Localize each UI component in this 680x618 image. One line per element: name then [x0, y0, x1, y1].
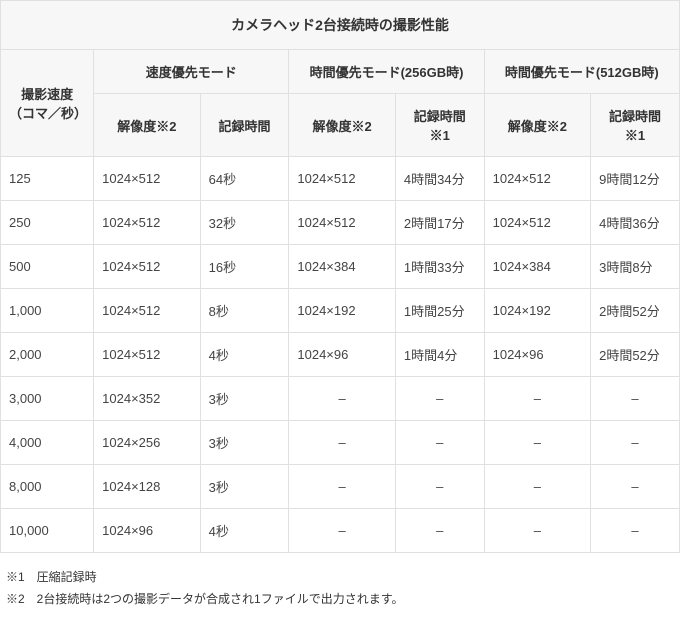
cell-256-res: –	[289, 377, 395, 421]
col-256-res: 解像度※2	[289, 94, 395, 157]
cell-sp-res: 1024×512	[94, 289, 200, 333]
cell-512-res: 1024×192	[484, 289, 590, 333]
cell-256-res: –	[289, 465, 395, 509]
cell-speed: 1,000	[1, 289, 94, 333]
cell-256-time: –	[395, 377, 484, 421]
cell-256-time: –	[395, 421, 484, 465]
cell-512-time: 3時間8分	[591, 245, 680, 289]
cell-256-time: 4時間34分	[395, 157, 484, 201]
table-row: 3,0001024×3523秒––––	[1, 377, 680, 421]
cell-speed: 3,000	[1, 377, 94, 421]
col-512-time: 記録時間※1	[591, 94, 680, 157]
table-row: 2,0001024×5124秒1024×961時間4分1024×962時間52分	[1, 333, 680, 377]
col-group-speed-priority: 速度優先モード	[94, 50, 289, 94]
cell-256-res: 1024×384	[289, 245, 395, 289]
footnote-2: ※2 2台接続時は2つの撮影データが合成され1ファイルで出力されます。	[6, 589, 674, 611]
table-row: 4,0001024×2563秒––––	[1, 421, 680, 465]
cell-512-time: –	[591, 421, 680, 465]
col-256-time: 記録時間※1	[395, 94, 484, 157]
cell-speed: 250	[1, 201, 94, 245]
table-row: 10,0001024×964秒––––	[1, 509, 680, 553]
cell-sp-res: 1024×512	[94, 157, 200, 201]
cell-speed: 2,000	[1, 333, 94, 377]
cell-512-res: 1024×512	[484, 157, 590, 201]
cell-sp-time: 32秒	[200, 201, 289, 245]
table-title: カメラヘッド2台接続時の撮影性能	[1, 1, 680, 50]
cell-256-time: 2時間17分	[395, 201, 484, 245]
cell-sp-time: 4秒	[200, 333, 289, 377]
cell-512-res: –	[484, 421, 590, 465]
table-row: 8,0001024×1283秒––––	[1, 465, 680, 509]
cell-speed: 125	[1, 157, 94, 201]
cell-speed: 8,000	[1, 465, 94, 509]
table-row: 1251024×51264秒1024×5124時間34分1024×5129時間1…	[1, 157, 680, 201]
table-row: 1,0001024×5128秒1024×1921時間25分1024×1922時間…	[1, 289, 680, 333]
cell-512-time: –	[591, 377, 680, 421]
cell-512-res: 1024×512	[484, 201, 590, 245]
col-group-time-512: 時間優先モード(512GB時)	[484, 50, 679, 94]
cell-sp-time: 64秒	[200, 157, 289, 201]
cell-512-res: 1024×384	[484, 245, 590, 289]
cell-speed: 500	[1, 245, 94, 289]
cell-speed: 10,000	[1, 509, 94, 553]
cell-512-time: –	[591, 465, 680, 509]
cell-256-res: 1024×192	[289, 289, 395, 333]
cell-sp-res: 1024×352	[94, 377, 200, 421]
cell-sp-time: 16秒	[200, 245, 289, 289]
cell-sp-res: 1024×256	[94, 421, 200, 465]
cell-512-res: –	[484, 377, 590, 421]
col-sp-res: 解像度※2	[94, 94, 200, 157]
cell-sp-res: 1024×512	[94, 245, 200, 289]
col-512-res: 解像度※2	[484, 94, 590, 157]
cell-256-time: 1時間4分	[395, 333, 484, 377]
table-row: 2501024×51232秒1024×5122時間17分1024×5124時間3…	[1, 201, 680, 245]
cell-256-time: 1時間33分	[395, 245, 484, 289]
footnotes: ※1 圧縮記録時 ※2 2台接続時は2つの撮影データが合成され1ファイルで出力さ…	[0, 553, 680, 618]
cell-512-time: 2時間52分	[591, 333, 680, 377]
cell-sp-res: 1024×512	[94, 201, 200, 245]
footnote-1: ※1 圧縮記録時	[6, 567, 674, 589]
cell-512-time: 4時間36分	[591, 201, 680, 245]
cell-512-time: 9時間12分	[591, 157, 680, 201]
cell-256-res: 1024×96	[289, 333, 395, 377]
spec-table: カメラヘッド2台接続時の撮影性能 撮影速度（コマ／秒） 速度優先モード 時間優先…	[0, 0, 680, 553]
cell-256-res: –	[289, 509, 395, 553]
cell-512-res: –	[484, 465, 590, 509]
cell-256-time: –	[395, 509, 484, 553]
spec-table-container: カメラヘッド2台接続時の撮影性能 撮影速度（コマ／秒） 速度優先モード 時間優先…	[0, 0, 680, 618]
col-speed: 撮影速度（コマ／秒）	[1, 50, 94, 157]
col-group-time-256: 時間優先モード(256GB時)	[289, 50, 484, 94]
cell-sp-res: 1024×512	[94, 333, 200, 377]
cell-sp-res: 1024×96	[94, 509, 200, 553]
cell-512-time: 2時間52分	[591, 289, 680, 333]
table-row: 5001024×51216秒1024×3841時間33分1024×3843時間8…	[1, 245, 680, 289]
cell-256-res: 1024×512	[289, 201, 395, 245]
cell-sp-time: 3秒	[200, 421, 289, 465]
cell-512-res: –	[484, 509, 590, 553]
cell-sp-time: 4秒	[200, 509, 289, 553]
cell-256-time: –	[395, 465, 484, 509]
cell-256-res: –	[289, 421, 395, 465]
cell-256-res: 1024×512	[289, 157, 395, 201]
col-sp-time: 記録時間	[200, 94, 289, 157]
table-body: 1251024×51264秒1024×5124時間34分1024×5129時間1…	[1, 157, 680, 553]
cell-512-res: 1024×96	[484, 333, 590, 377]
cell-sp-res: 1024×128	[94, 465, 200, 509]
cell-speed: 4,000	[1, 421, 94, 465]
cell-sp-time: 3秒	[200, 377, 289, 421]
cell-256-time: 1時間25分	[395, 289, 484, 333]
cell-sp-time: 8秒	[200, 289, 289, 333]
cell-sp-time: 3秒	[200, 465, 289, 509]
cell-512-time: –	[591, 509, 680, 553]
